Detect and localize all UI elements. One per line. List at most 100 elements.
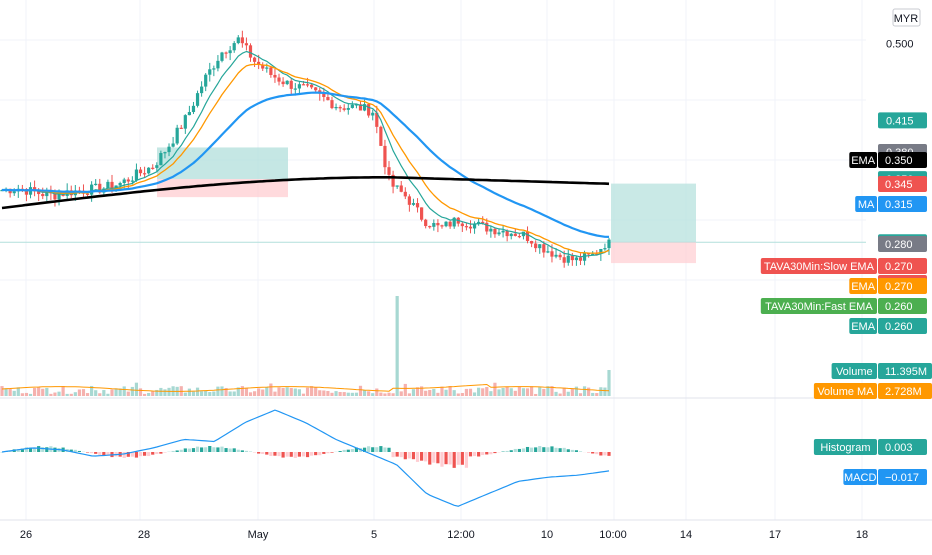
candle-body-108 [440, 225, 443, 226]
macd-hist-bar-147 [599, 452, 602, 456]
volume-bar-131 [534, 394, 537, 396]
candle-body-99 [404, 192, 407, 197]
volume-bar-46 [188, 389, 191, 396]
volume-bar-138 [563, 388, 566, 396]
volume-bar-76 [310, 386, 313, 396]
macd-hist-bar-100 [408, 452, 411, 458]
macd-hist-bar-84 [343, 450, 346, 452]
volume-bar-88 [359, 386, 362, 396]
candle-body-130 [530, 241, 533, 244]
candle-body-35 [143, 173, 146, 174]
candle-body-33 [135, 170, 138, 181]
volume-bar-39 [159, 388, 162, 396]
candle-body-114 [465, 226, 468, 227]
volume-bar-41 [167, 388, 170, 396]
macd-hist-bar-33 [135, 452, 138, 458]
time-tick-4: 12:00 [447, 529, 475, 541]
volume-bar-23 [94, 390, 97, 396]
candle-body-58 [237, 37, 240, 43]
macd-hist-bar-124 [506, 451, 509, 452]
volume-bar-105 [428, 390, 431, 396]
price_labels-name-0: EMA [851, 155, 876, 167]
volume-bar-94 [383, 393, 386, 396]
candle-body-101 [412, 203, 415, 205]
candle-body-123 [501, 231, 504, 233]
currency-label: MYR [894, 13, 919, 25]
candle-body-53 [216, 61, 219, 69]
macd-hist-bar-34 [139, 452, 142, 456]
volume-bar-143 [583, 386, 586, 396]
volume-bar-70 [286, 387, 289, 396]
price_labels-value-4: 0.270 [885, 261, 913, 273]
volume-bar-90 [367, 391, 370, 396]
candle-body-44 [180, 128, 183, 129]
volume-bar-115 [469, 389, 472, 396]
volume-bar-133 [542, 389, 545, 396]
volume-bar-1 [4, 388, 7, 396]
macd-hist-bar-120 [489, 452, 492, 454]
candle-body-73 [298, 84, 301, 88]
volume-bar-106 [432, 389, 435, 396]
candle-body-22 [90, 185, 93, 195]
price_labels-value-0: 0.350 [885, 155, 913, 167]
volume-bar-49 [200, 391, 203, 396]
candle-body-77 [314, 87, 317, 90]
volume-bar-60 [245, 388, 248, 396]
candle-body-70 [286, 81, 289, 84]
price_labels-value-5: 0.270 [885, 281, 913, 293]
volume-bar-80 [326, 391, 329, 396]
macd-hist-bar-127 [518, 449, 521, 452]
volume-bar-130 [530, 386, 533, 396]
macd-hist-bar-56 [229, 449, 232, 452]
volume-bar-129 [526, 388, 529, 396]
candle-body-34 [139, 170, 142, 174]
candle-body-30 [123, 179, 126, 183]
long-position-2-stop-zone[interactable] [611, 242, 696, 263]
volume-bar-139 [567, 392, 570, 396]
volume-bar-15 [62, 386, 65, 396]
volume-bar-8 [33, 388, 36, 396]
candle-body-76 [310, 85, 313, 88]
macd_labels-name-1: MACD [844, 472, 876, 484]
candle-body-65 [265, 68, 268, 69]
macd-hist-bar-11 [45, 447, 48, 452]
volume-bar-99 [404, 384, 407, 396]
volume-bar-64 [261, 390, 264, 396]
volume_labels-name-1: Volume MA [817, 386, 874, 398]
macd-hist-bar-130 [530, 448, 533, 452]
macd-hist-bar-98 [400, 452, 403, 457]
candle-body-129 [526, 232, 529, 241]
candle-body-81 [330, 100, 333, 108]
macd-hist-bar-86 [351, 449, 354, 452]
macd-hist-bar-75 [306, 452, 309, 457]
macd-hist-bar-79 [322, 452, 325, 454]
macd-hist-bar-60 [245, 451, 248, 452]
price-tick-0: 0.500 [886, 39, 914, 51]
macd-hist-bar-77 [314, 452, 317, 455]
volume-bar-148 [603, 388, 606, 396]
time-tick-5: 10 [541, 529, 553, 541]
price_labels-name-4: TAVA30Min:Slow EMA [764, 261, 875, 273]
macd-hist-bar-103 [420, 452, 423, 461]
volume-bar-75 [306, 388, 309, 396]
macd-hist-bar-70 [286, 452, 289, 457]
candle-body-133 [542, 244, 545, 252]
long-position-2-target-zone[interactable] [611, 184, 696, 243]
macd-hist-bar-9 [37, 446, 40, 452]
macd-hist-bar-133 [542, 447, 545, 452]
position-zones[interactable] [157, 147, 696, 263]
macd-hist-bar-69 [281, 452, 284, 458]
candlestick-series [0, 31, 610, 268]
volume-bar-147 [599, 387, 602, 396]
candle-body-84 [343, 108, 346, 110]
price_labels-name-7: EMA [851, 321, 876, 333]
candle-body-62 [253, 58, 256, 62]
volume-bar-111 [453, 390, 456, 396]
volume_labels-value-0: 11.395M [885, 366, 927, 378]
volume-bar-79 [322, 390, 325, 396]
volume-bar-2 [9, 389, 12, 396]
candle-body-139 [567, 256, 570, 263]
